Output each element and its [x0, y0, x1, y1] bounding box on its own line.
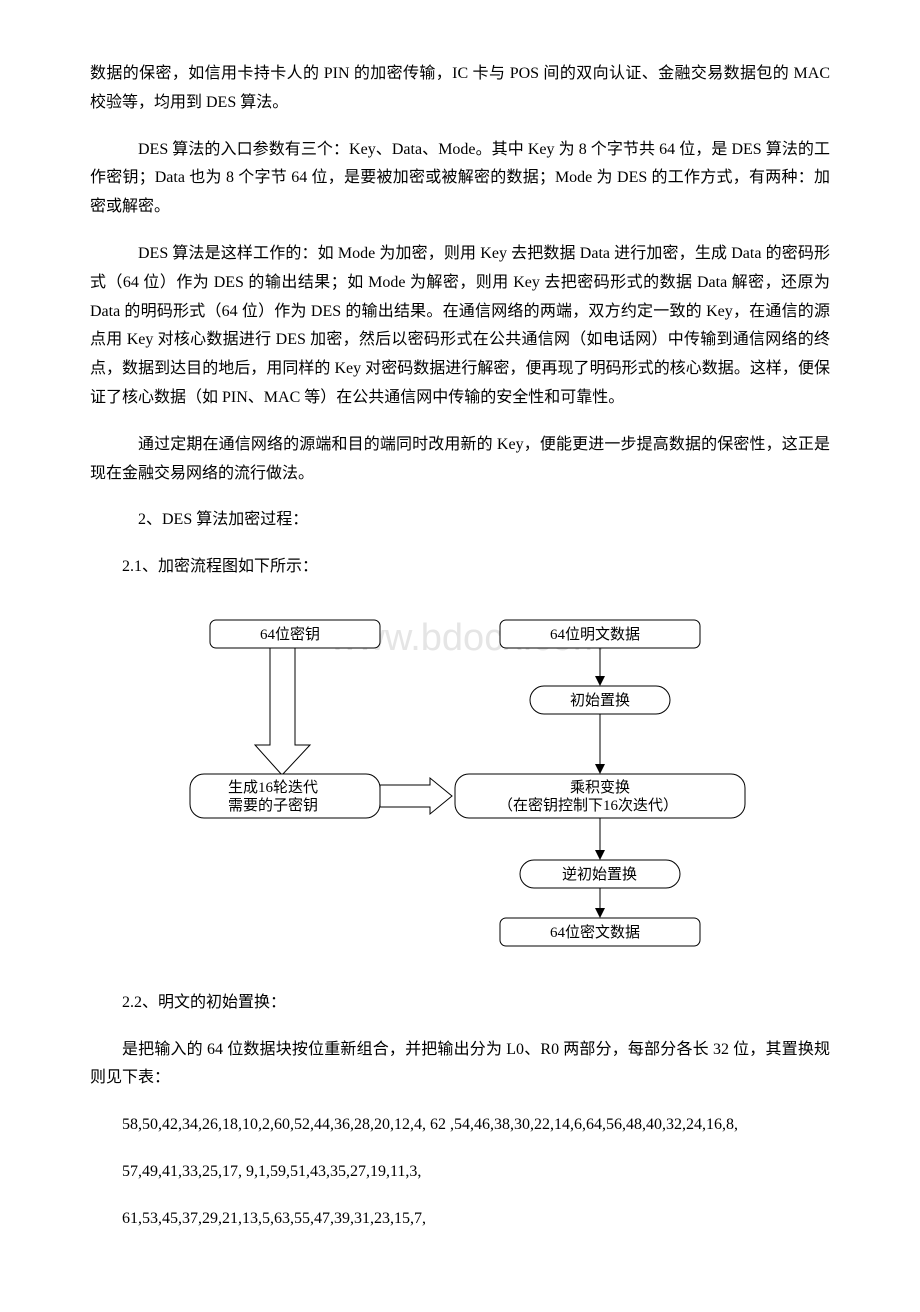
heading-des-process: 2、DES 算法加密过程：	[90, 506, 830, 535]
arrowhead-2	[595, 764, 605, 774]
heading-flowchart: 2.1、加密流程图如下所示：	[90, 553, 830, 582]
node-product-l2: （在密钥控制下16次迭代）	[498, 797, 678, 814]
node-gen-subkey-l1: 生成16轮迭代	[228, 779, 318, 796]
paragraph-des-working: DES 算法是这样工作的：如 Mode 为加密，则用 Key 去把数据 Data…	[90, 240, 830, 413]
node-ciphertext64-label: 64位密文数据	[550, 924, 640, 941]
permutation-intro: 是把输入的 64 位数据块按位重新组合，并把输出分为 L0、R0 两部分，每部分…	[90, 1036, 830, 1094]
permutation-row1: 58,50,42,34,26,18,10,2,60,52,44,36,28,20…	[90, 1111, 830, 1140]
outline-arrow-key-down	[255, 648, 310, 775]
node-gen-subkey-l2: 需要的子密钥	[228, 797, 318, 814]
arrowhead-3	[595, 850, 605, 860]
paragraph-key-rotation: 通过定期在通信网络的源端和目的端同时改用新的 Key，便能更进一步提高数据的保密…	[90, 431, 830, 489]
outline-arrow-subkey-to-product	[380, 778, 452, 814]
arrowhead-4	[595, 908, 605, 918]
des-flowchart: www.bdocx.com 64位密钥 64位明文数据 初始置换 生成16轮迭代…	[150, 610, 750, 950]
arrowhead-1	[595, 676, 605, 686]
permutation-row2: 57,49,41,33,25,17, 9,1,59,51,43,35,27,19…	[90, 1158, 830, 1187]
paragraph-saved-data: 数据的保密，如信用卡持卡人的 PIN 的加密传输，IC 卡与 POS 间的双向认…	[90, 60, 830, 118]
node-init-perm-label: 初始置换	[570, 692, 630, 709]
permutation-row3: 61,53,45,37,29,21,13,5,63,55,47,39,31,23…	[90, 1205, 830, 1234]
heading-init-perm: 2.2、明文的初始置换：	[90, 989, 830, 1018]
paragraph-des-params: DES 算法的入口参数有三个：Key、Data、Mode。其中 Key 为 8 …	[90, 136, 830, 222]
node-key64-label: 64位密钥	[260, 626, 320, 643]
node-plaintext64-label: 64位明文数据	[550, 626, 640, 643]
node-product-l1: 乘积变换	[570, 779, 630, 796]
node-inv-perm-label: 逆初始置换	[562, 866, 637, 883]
flowchart-container: www.bdocx.com 64位密钥 64位明文数据 初始置换 生成16轮迭代…	[90, 600, 830, 981]
